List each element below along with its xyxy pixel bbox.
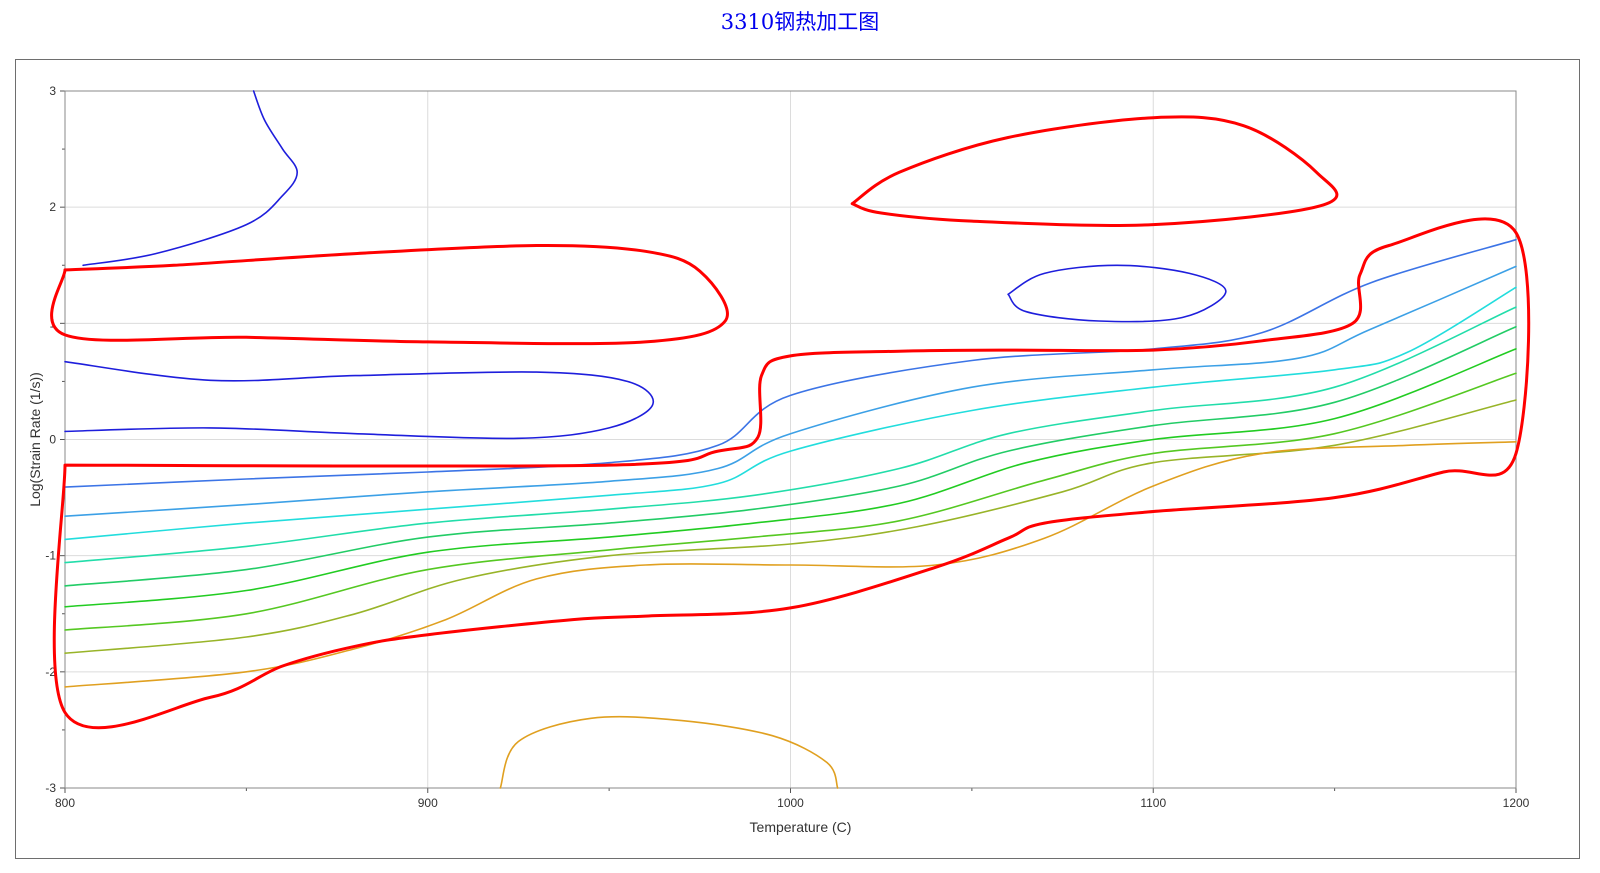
contour-line-8 — [64, 348, 1517, 608]
contour-line-6 — [64, 306, 1517, 564]
x-tick-label: 1000 — [777, 796, 804, 810]
y-axis-title: Log(Strain Rate (1/s)) — [27, 372, 43, 507]
contour-line-11 — [64, 441, 1517, 688]
x-tick-label: 900 — [418, 796, 438, 810]
x-tick-label: 800 — [55, 796, 75, 810]
contour-line-2 — [1007, 264, 1227, 323]
plot-frame — [15, 59, 1580, 859]
instability-boundary-14 — [50, 243, 729, 346]
x-axis-title: Temperature (C) — [750, 819, 852, 835]
contour-line-10 — [64, 399, 1517, 654]
plot-border — [64, 90, 1517, 789]
chart-title: 3310钢热加工图 — [720, 10, 880, 34]
y-tick-label: -2 — [45, 665, 56, 679]
contour-line-7 — [64, 326, 1517, 587]
contour-line-0 — [82, 90, 298, 267]
y-tick-label: 2 — [49, 200, 56, 214]
contour-line-5 — [64, 286, 1517, 541]
instability-boundary-13 — [850, 115, 1339, 227]
contour-line-1 — [64, 360, 655, 440]
contour-line-4 — [64, 265, 1517, 517]
instability-boundary-15 — [52, 217, 1531, 730]
y-tick-label: 0 — [49, 433, 56, 447]
contour-line-3 — [64, 238, 1517, 488]
x-tick-label: 1200 — [1503, 796, 1530, 810]
y-tick-label: -3 — [45, 781, 56, 795]
y-tick-label: 3 — [49, 84, 56, 98]
contour-line-12 — [499, 715, 839, 789]
contour-line-9 — [64, 372, 1517, 631]
y-tick-label: -1 — [45, 549, 56, 563]
x-tick-label: 1100 — [1140, 796, 1166, 810]
